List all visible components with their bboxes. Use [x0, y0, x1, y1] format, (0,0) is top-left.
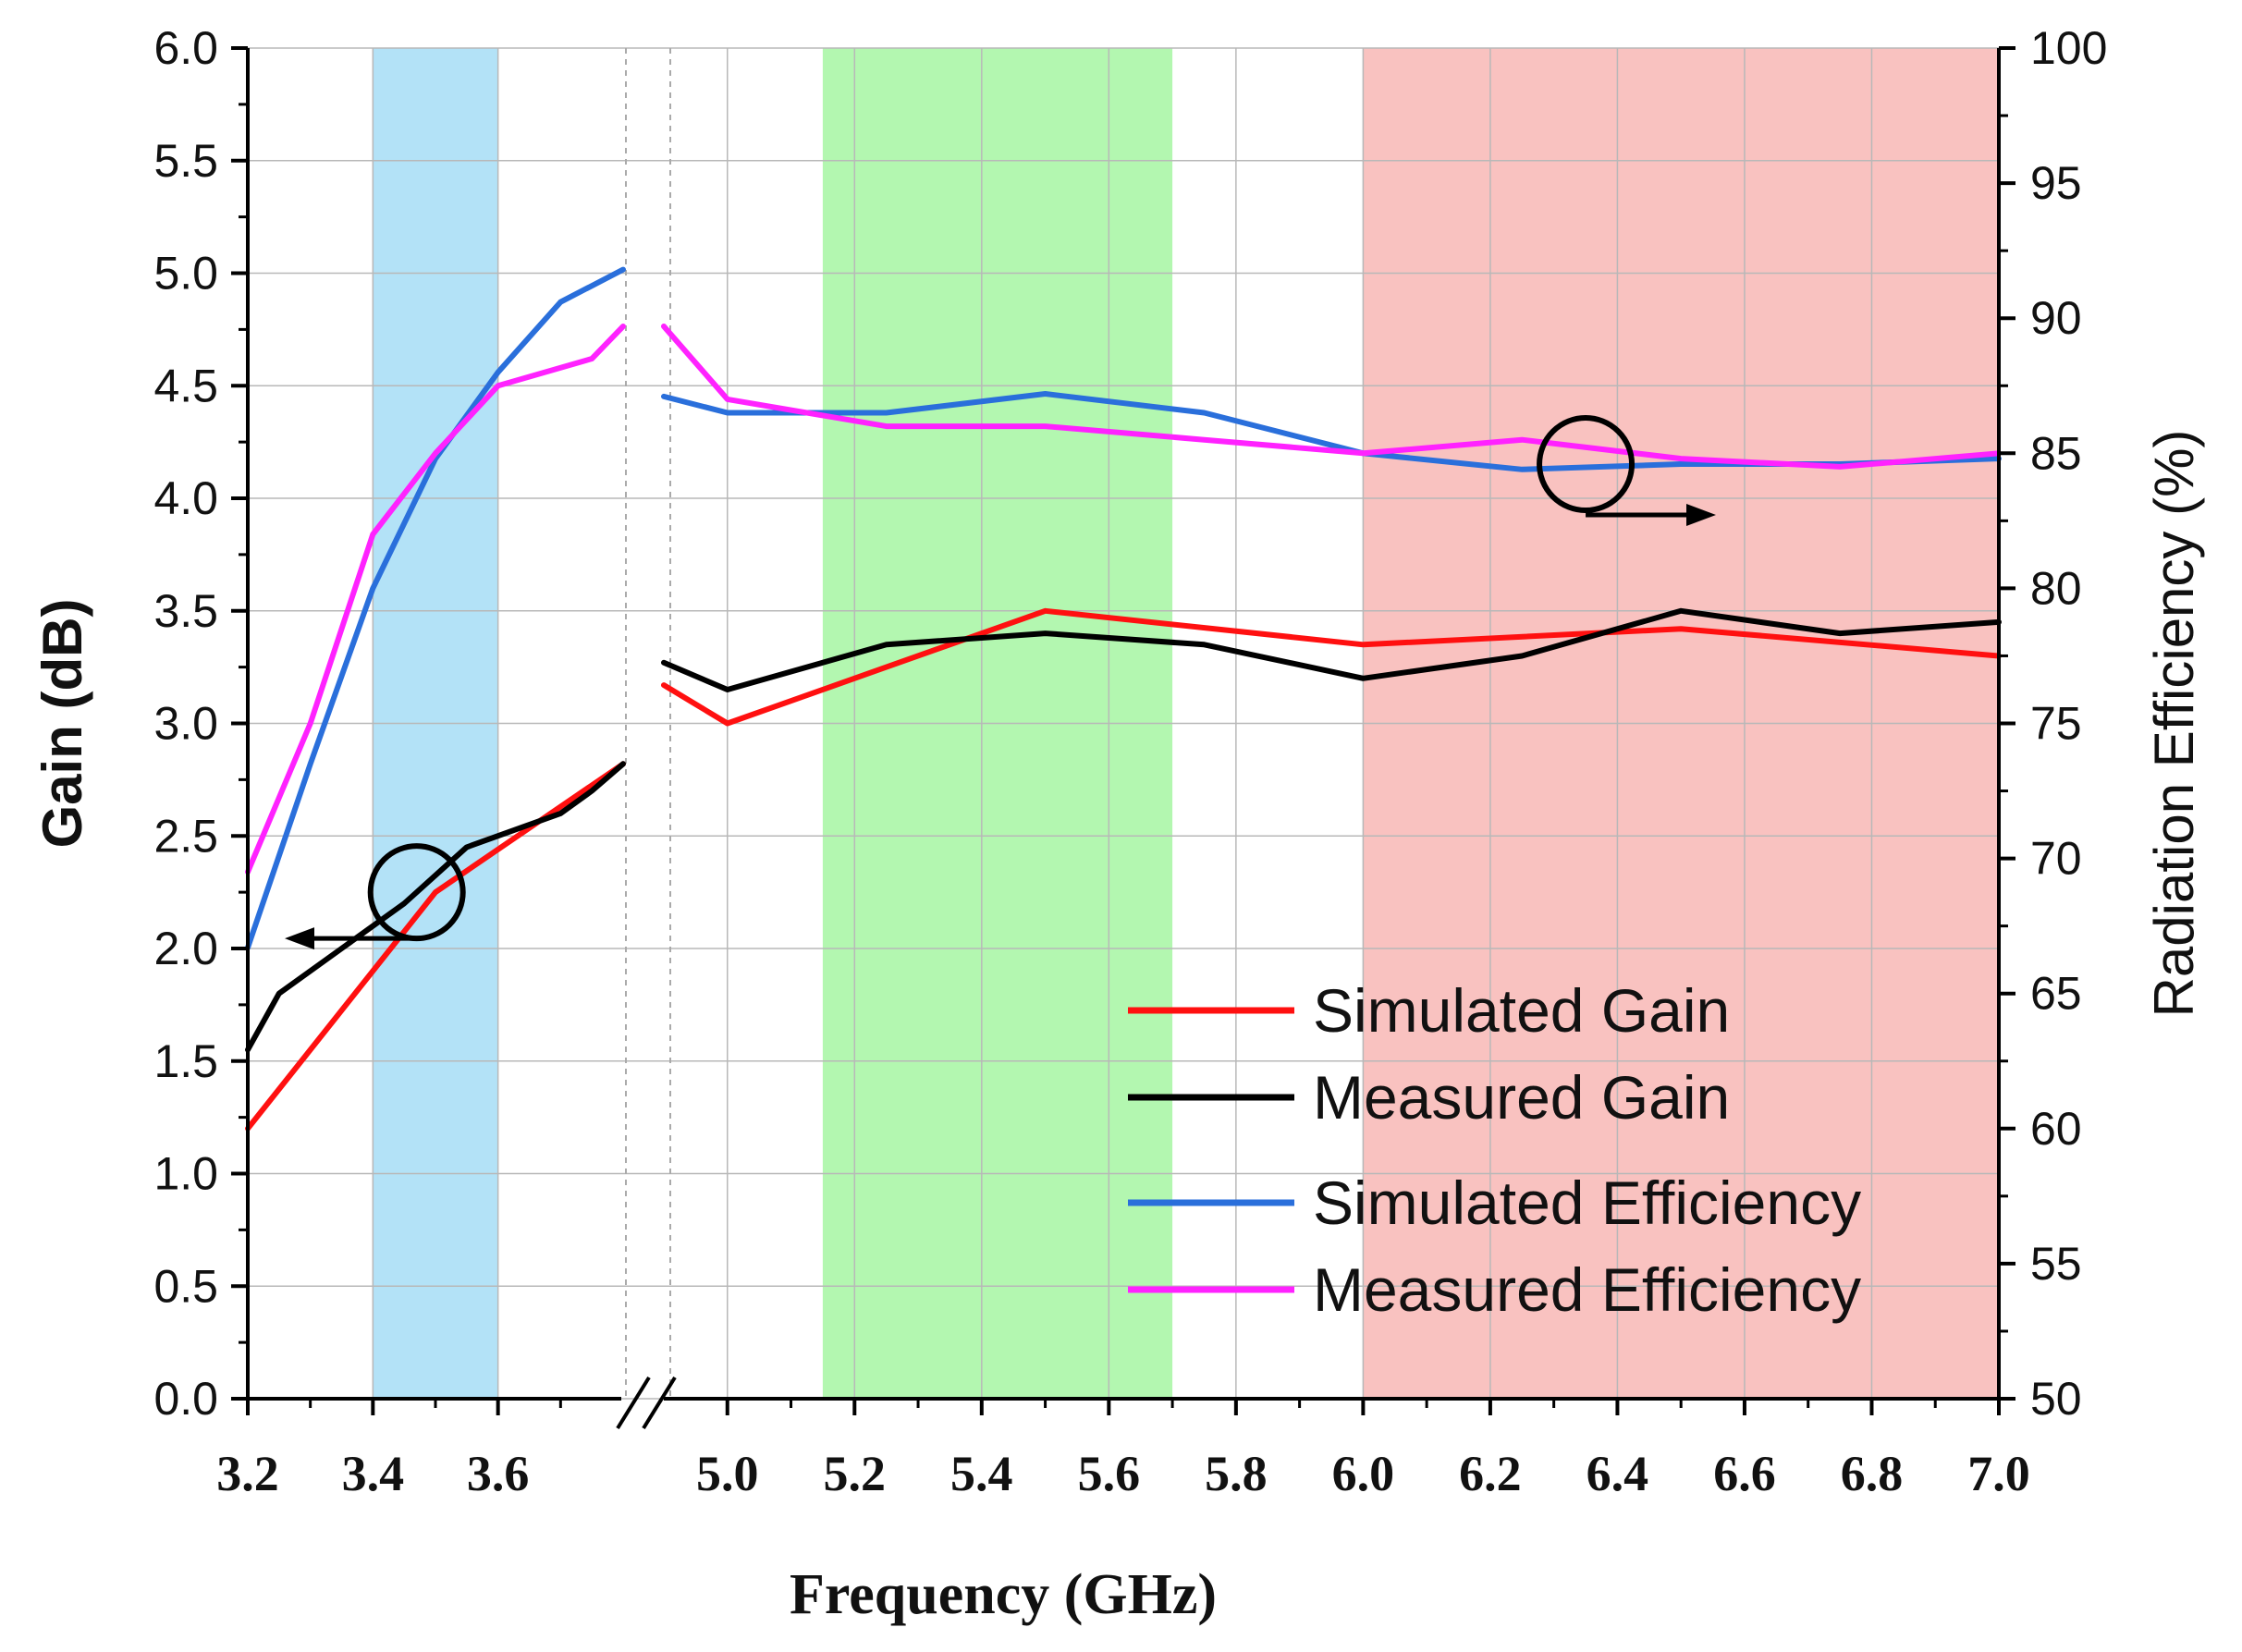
x-tick-label: 6.4 [1587, 1446, 1649, 1501]
y2-tick-label: 95 [2030, 157, 2082, 209]
x-axis-title: Frequency (GHz) [790, 1563, 1217, 1626]
x-tick-label: 3.2 [216, 1446, 279, 1501]
y2-tick-label: 70 [2030, 833, 2082, 885]
y-tick-label: 1.5 [153, 1035, 218, 1087]
y-tick-label: 3.5 [153, 585, 218, 637]
x-tick-label: 5.0 [696, 1446, 759, 1501]
y-axis-title: Gain (dB) [31, 599, 93, 849]
legend-label: Measured Efficiency [1313, 1255, 1861, 1324]
y2-tick-label: 80 [2030, 562, 2082, 614]
y2-tick-label: 50 [2030, 1373, 2082, 1425]
annotations [285, 414, 1716, 950]
data-lines [245, 266, 2002, 1132]
x-tick-label: 7.0 [1967, 1446, 2030, 1501]
legend-label: Measured Gain [1313, 1063, 1730, 1132]
x-tick-label: 5.4 [950, 1446, 1013, 1501]
y-tick-label: 2.0 [153, 923, 218, 974]
legend-label: Simulated Gain [1313, 976, 1730, 1045]
legend: Simulated Gain Measured Gain Simulated Eff… [1128, 976, 1861, 1324]
y-tick-label: 5.5 [153, 135, 218, 187]
x-tick-label: 6.0 [1332, 1446, 1395, 1501]
series-line-2-segment-1 [245, 761, 626, 1053]
y-tick-label: 4.5 [153, 360, 218, 411]
x-tick-label: 5.2 [824, 1446, 887, 1501]
series-line-4-segment-2 [661, 324, 2002, 470]
axis-break-guides [625, 48, 671, 1399]
axes [231, 46, 2015, 1430]
series-line-4-segment-1 [245, 324, 626, 875]
series-line-3-segment-1 [245, 266, 626, 950]
y-tick-label: 5.0 [153, 248, 218, 300]
y2-tick-label: 65 [2030, 968, 2082, 1020]
x-tick-label: 5.8 [1205, 1446, 1268, 1501]
left-arrow-head [285, 927, 314, 950]
x-tick-label: 3.4 [342, 1446, 405, 1501]
tick-labels: 0.0 0.5 1.0 1.5 2.0 2.5 3.0 3.5 4.0 4.5 5.0 5.5 6.0 5… [153, 22, 2107, 1501]
x-tick-label: 5.6 [1078, 1446, 1141, 1501]
series-line-1-segment-1 [245, 761, 626, 1132]
break-slash [642, 1376, 677, 1430]
y-tick-label: 2.5 [153, 810, 218, 862]
y2-axis-title: Radiation Efficiency (%) [2143, 430, 2205, 1018]
y-tick-label: 0.0 [153, 1373, 218, 1425]
y2-tick-label: 100 [2030, 22, 2107, 74]
y2-tick-label: 85 [2030, 427, 2082, 479]
y2-tick-label: 55 [2030, 1238, 2082, 1290]
y-tick-label: 0.5 [153, 1260, 218, 1312]
y-tick-label: 4.0 [153, 472, 218, 524]
y2-tick-label: 60 [2030, 1103, 2082, 1155]
y2-tick-label: 75 [2030, 698, 2082, 750]
y-tick-label: 3.0 [153, 698, 218, 750]
right-axis-indicator-circle [1537, 414, 1636, 513]
x-tick-label: 6.8 [1841, 1446, 1904, 1501]
series-line-1-segment-2 [661, 607, 2002, 727]
legend-label: Simulated Efficiency [1313, 1169, 1861, 1237]
y2-tick-label: 90 [2030, 292, 2082, 344]
y-tick-label: 1.0 [153, 1148, 218, 1200]
series-line-2-segment-2 [661, 607, 2002, 692]
break-slash [616, 1376, 651, 1430]
x-tick-label: 6.6 [1713, 1446, 1776, 1501]
x-tick-label: 3.6 [467, 1446, 530, 1501]
right-arrow-head [1686, 503, 1716, 526]
y-tick-label: 6.0 [153, 22, 218, 74]
x-tick-label: 6.2 [1459, 1446, 1522, 1501]
